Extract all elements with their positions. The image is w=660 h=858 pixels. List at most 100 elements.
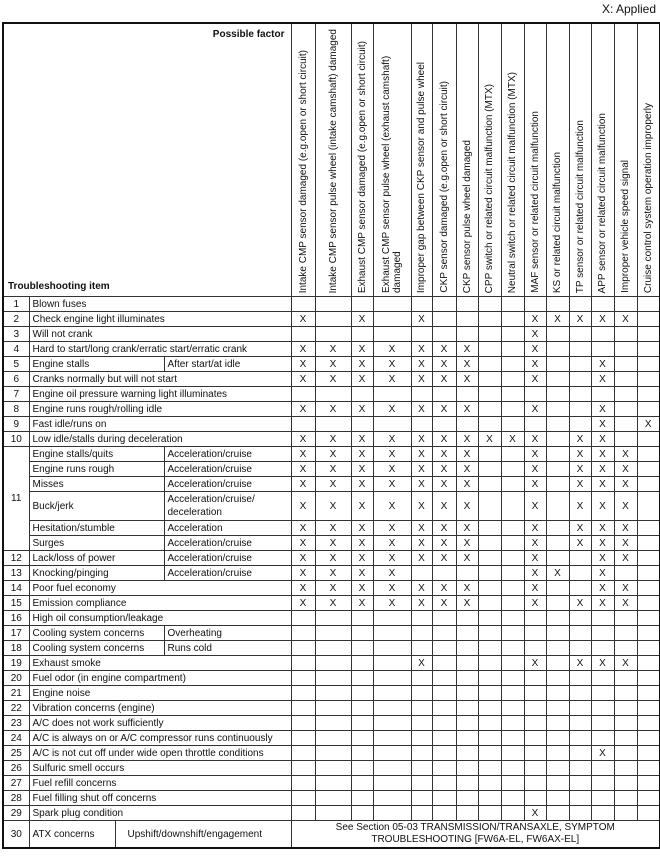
factor-cell	[545, 520, 570, 536]
applied-mark: X	[350, 580, 374, 596]
factor-cell	[613, 775, 638, 791]
applied-mark: X	[590, 535, 615, 551]
factor-cell	[545, 401, 570, 417]
applied-mark: X	[590, 416, 615, 432]
factor-cell	[500, 401, 525, 417]
factor-cell	[372, 296, 412, 312]
factor-cell	[372, 640, 412, 656]
applied-mark: X	[314, 491, 352, 521]
applied-mark: X	[431, 446, 457, 462]
factor-cell	[455, 745, 479, 761]
factor-cell	[500, 700, 525, 716]
factor-cell	[477, 655, 502, 671]
row-number: 5	[2, 356, 30, 372]
factor-cell	[500, 730, 525, 746]
applied-mark: X	[523, 401, 547, 417]
factor-cell	[545, 580, 570, 596]
applied-mark: X	[290, 341, 316, 357]
factor-cell	[636, 476, 660, 492]
factor-cell	[545, 535, 570, 551]
factor-cell	[545, 745, 570, 761]
applied-mark: X	[590, 311, 615, 327]
item-label: Engine runs rough	[28, 461, 165, 477]
factor-cell	[431, 685, 457, 701]
factor-cell	[636, 431, 660, 447]
applied-mark: X	[372, 461, 412, 477]
factor-cell	[350, 685, 374, 701]
applied-mark: X	[613, 535, 638, 551]
sub-item-label: Overheating	[163, 625, 292, 641]
factor-header: CPP switch or related circuit malfunctio…	[477, 22, 502, 297]
factor-cell	[431, 416, 457, 432]
factor-cell	[590, 685, 615, 701]
factor-header: APP sensor or related circuit malfunctio…	[590, 22, 615, 297]
applied-mark: X	[590, 371, 615, 387]
factor-header-label: MAF sensor or related circuit malfunctio…	[529, 111, 541, 293]
factor-cell	[431, 640, 457, 656]
row-number: 15	[2, 595, 30, 611]
factor-cell	[636, 371, 660, 387]
table-row: 1 Blown fuses	[2, 296, 660, 312]
factor-cell	[477, 550, 502, 566]
factor-cell	[500, 446, 525, 462]
factor-cell	[290, 326, 316, 342]
applied-mark: X	[372, 491, 412, 521]
applied-mark: X	[590, 745, 615, 761]
applied-mark: X	[455, 580, 479, 596]
factor-cell	[636, 580, 660, 596]
applied-mark: X	[350, 491, 374, 521]
applied-mark: X	[568, 461, 592, 477]
factor-cell	[477, 565, 502, 581]
applied-mark: X	[523, 535, 547, 551]
row-number: 10	[2, 431, 30, 447]
applied-mark: X	[290, 476, 316, 492]
applied-mark: X	[314, 341, 352, 357]
factor-cell	[613, 730, 638, 746]
factor-cell	[500, 805, 525, 821]
factor-cell	[500, 775, 525, 791]
factor-cell	[568, 670, 592, 686]
factor-cell	[410, 760, 433, 776]
applied-mark: X	[590, 446, 615, 462]
table-row: 7 Engine oil pressure warning light illum…	[2, 386, 660, 402]
factor-cell	[431, 565, 457, 581]
row-number: 3	[2, 326, 30, 342]
factor-cell	[545, 386, 570, 402]
factor-cell	[613, 431, 638, 447]
factor-cell	[477, 326, 502, 342]
factor-cell	[568, 700, 592, 716]
factor-cell	[431, 386, 457, 402]
factor-cell	[455, 610, 479, 626]
applied-mark: X	[410, 431, 433, 447]
factor-cell	[636, 595, 660, 611]
factor-cell	[477, 685, 502, 701]
factor-cell	[613, 670, 638, 686]
factor-cell	[372, 670, 412, 686]
factor-cell	[372, 311, 412, 327]
item-wrapper: ATX concerns Upshift/downshift/engagement	[30, 821, 290, 847]
factor-cell	[636, 775, 660, 791]
factor-cell	[314, 700, 352, 716]
applied-mark: X	[431, 431, 457, 447]
item-label: Vibration concerns (engine)	[28, 700, 292, 716]
factor-cell	[545, 550, 570, 566]
applied-mark: X	[568, 595, 592, 611]
applied-mark: X	[523, 565, 547, 581]
factor-cell	[613, 715, 638, 731]
applied-mark: X	[590, 356, 615, 372]
factor-cell	[568, 386, 592, 402]
applied-mark: X	[350, 476, 374, 492]
factor-cell	[500, 715, 525, 731]
factor-cell	[477, 356, 502, 372]
applied-mark: X	[636, 416, 660, 432]
applied-mark: X	[613, 461, 638, 477]
factor-cell	[477, 730, 502, 746]
factor-cell	[455, 670, 479, 686]
item-label: Fuel filling shut off concerns	[28, 790, 292, 806]
table-row: 23 A/C does not work sufficiently	[2, 715, 660, 731]
factor-header-label: Intake CMP sensor damaged (e.g.open or s…	[297, 49, 309, 293]
applied-mark: X	[372, 476, 412, 492]
factor-cell	[431, 760, 457, 776]
item-label: Hesitation/stumble	[28, 520, 165, 536]
factor-cell	[523, 775, 547, 791]
